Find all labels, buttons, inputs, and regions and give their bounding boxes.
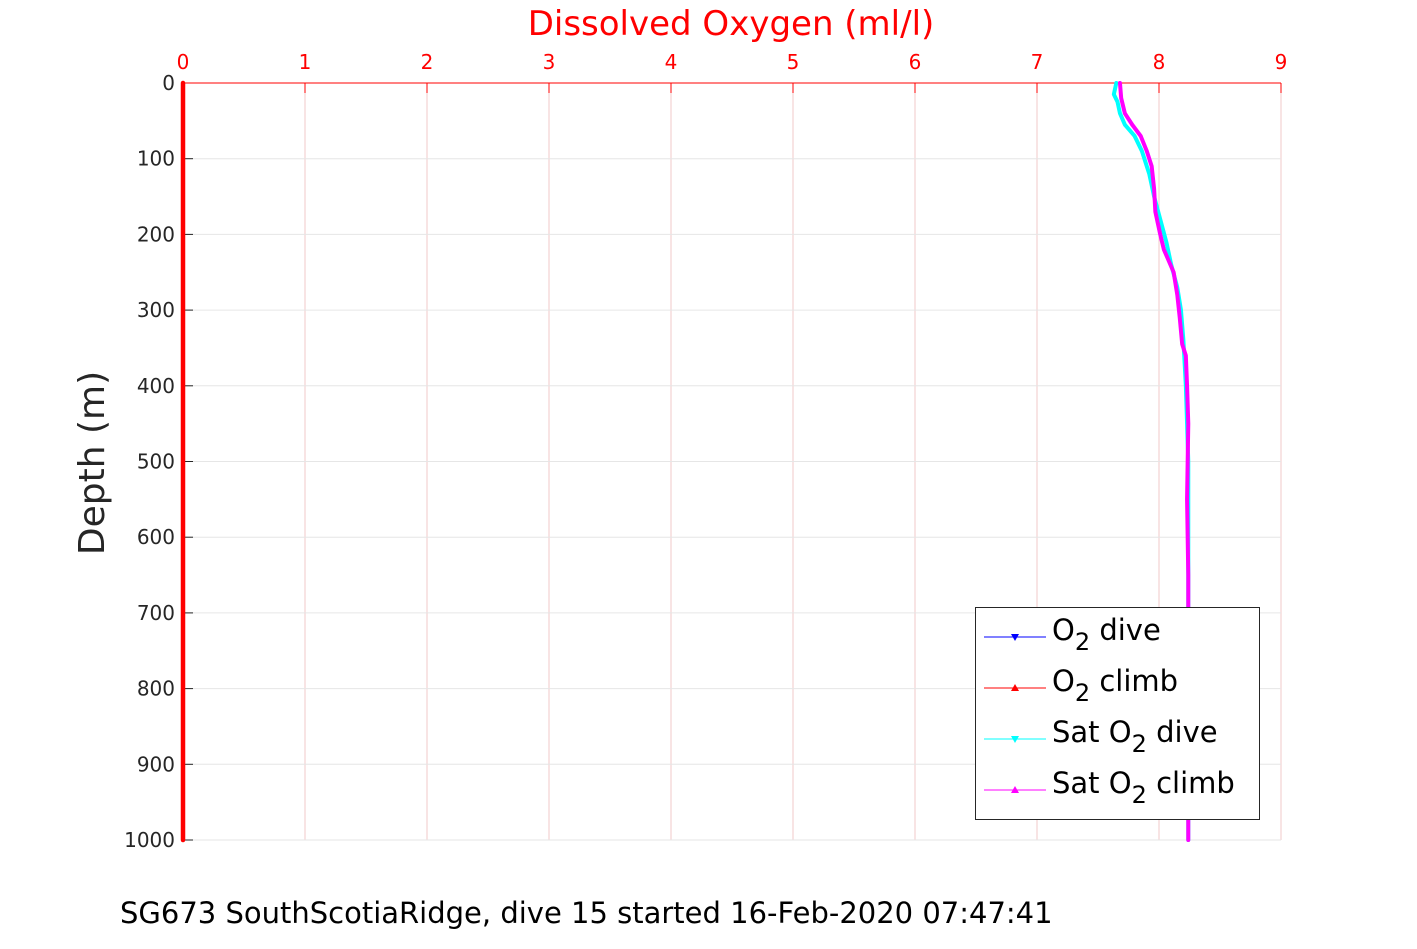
y-tick-label: 200: [137, 222, 175, 246]
y-tick-label: 600: [137, 525, 175, 549]
y-tick-label: 500: [137, 450, 175, 474]
y-tick-label: 800: [137, 677, 175, 701]
chart-title: Dissolved Oxygen (ml/l): [528, 4, 935, 44]
y-axis-label: Depth (m): [72, 371, 113, 555]
y-tick-label: 0: [162, 71, 175, 95]
data-point: [1152, 187, 1156, 191]
data-point: [1158, 217, 1162, 221]
x-tick-label: 9: [1275, 50, 1288, 74]
data-point: [1123, 123, 1127, 127]
y-tick-label: 400: [137, 374, 175, 398]
data-point: [181, 838, 185, 842]
data-point: [1147, 172, 1151, 176]
data-point: [1186, 573, 1190, 577]
data-point: [1123, 111, 1127, 115]
data-point: [1118, 111, 1122, 115]
x-tick-label: 3: [543, 50, 556, 74]
legend-marker: [1011, 684, 1019, 691]
data-point: [1178, 316, 1182, 320]
x-tick-label: 0: [177, 50, 190, 74]
x-tick-label: 4: [665, 50, 678, 74]
data-point: [1172, 270, 1176, 274]
x-tick-label: 2: [421, 50, 434, 74]
data-point: [1158, 232, 1162, 236]
x-tick-label: 6: [909, 50, 922, 74]
legend-label: O2 dive: [1052, 613, 1161, 656]
data-point: [1180, 342, 1184, 346]
data-point: [1150, 164, 1154, 168]
legend-marker: [1011, 736, 1019, 743]
data-point: [1164, 240, 1168, 244]
data-point: [1167, 259, 1171, 263]
data-point: [1133, 134, 1137, 138]
data-point: [181, 81, 185, 85]
figure-caption: SG673 SouthScotiaRidge, dive 15 started …: [120, 896, 1053, 930]
legend-box: [975, 607, 1260, 820]
legend-label: Sat O2 dive: [1052, 715, 1218, 758]
data-point: [1145, 149, 1149, 153]
legend-label: O2 climb: [1052, 664, 1178, 707]
legend-label: Sat O2 climb: [1052, 766, 1235, 809]
data-point: [1130, 123, 1134, 127]
data-point: [1114, 81, 1118, 85]
data-point: [1115, 100, 1120, 104]
y-tick-label: 300: [137, 298, 175, 322]
plot-series: [180, 80, 1191, 843]
data-point: [1112, 92, 1116, 96]
data-point: [1118, 81, 1122, 85]
data-point: [1140, 149, 1144, 153]
y-tick-label: 700: [137, 601, 175, 625]
y-tick-label: 100: [137, 147, 175, 171]
y-tick-label: 1000: [124, 828, 175, 852]
data-point: [1162, 247, 1166, 252]
legend-marker: [1011, 634, 1019, 641]
data-point: [1184, 353, 1188, 358]
x-tick-label: 7: [1031, 50, 1044, 74]
data-point: [1186, 422, 1190, 426]
data-point: [1175, 293, 1179, 297]
data-point: [1185, 384, 1189, 388]
legend: O2 dive O2 climb Sat O2 dive Sat O2 climb: [975, 607, 1260, 820]
x-tick-label: 1: [299, 50, 312, 74]
x-tick-label: 5: [787, 50, 800, 74]
data-point: [1153, 210, 1157, 214]
data-point: [1186, 838, 1190, 842]
data-point: [1185, 497, 1189, 501]
legend-marker: [1011, 786, 1019, 793]
data-point: [1119, 96, 1123, 100]
x-tick-label: 8: [1153, 50, 1166, 74]
y-tick-label: 900: [137, 752, 175, 776]
data-point: [1139, 134, 1143, 138]
